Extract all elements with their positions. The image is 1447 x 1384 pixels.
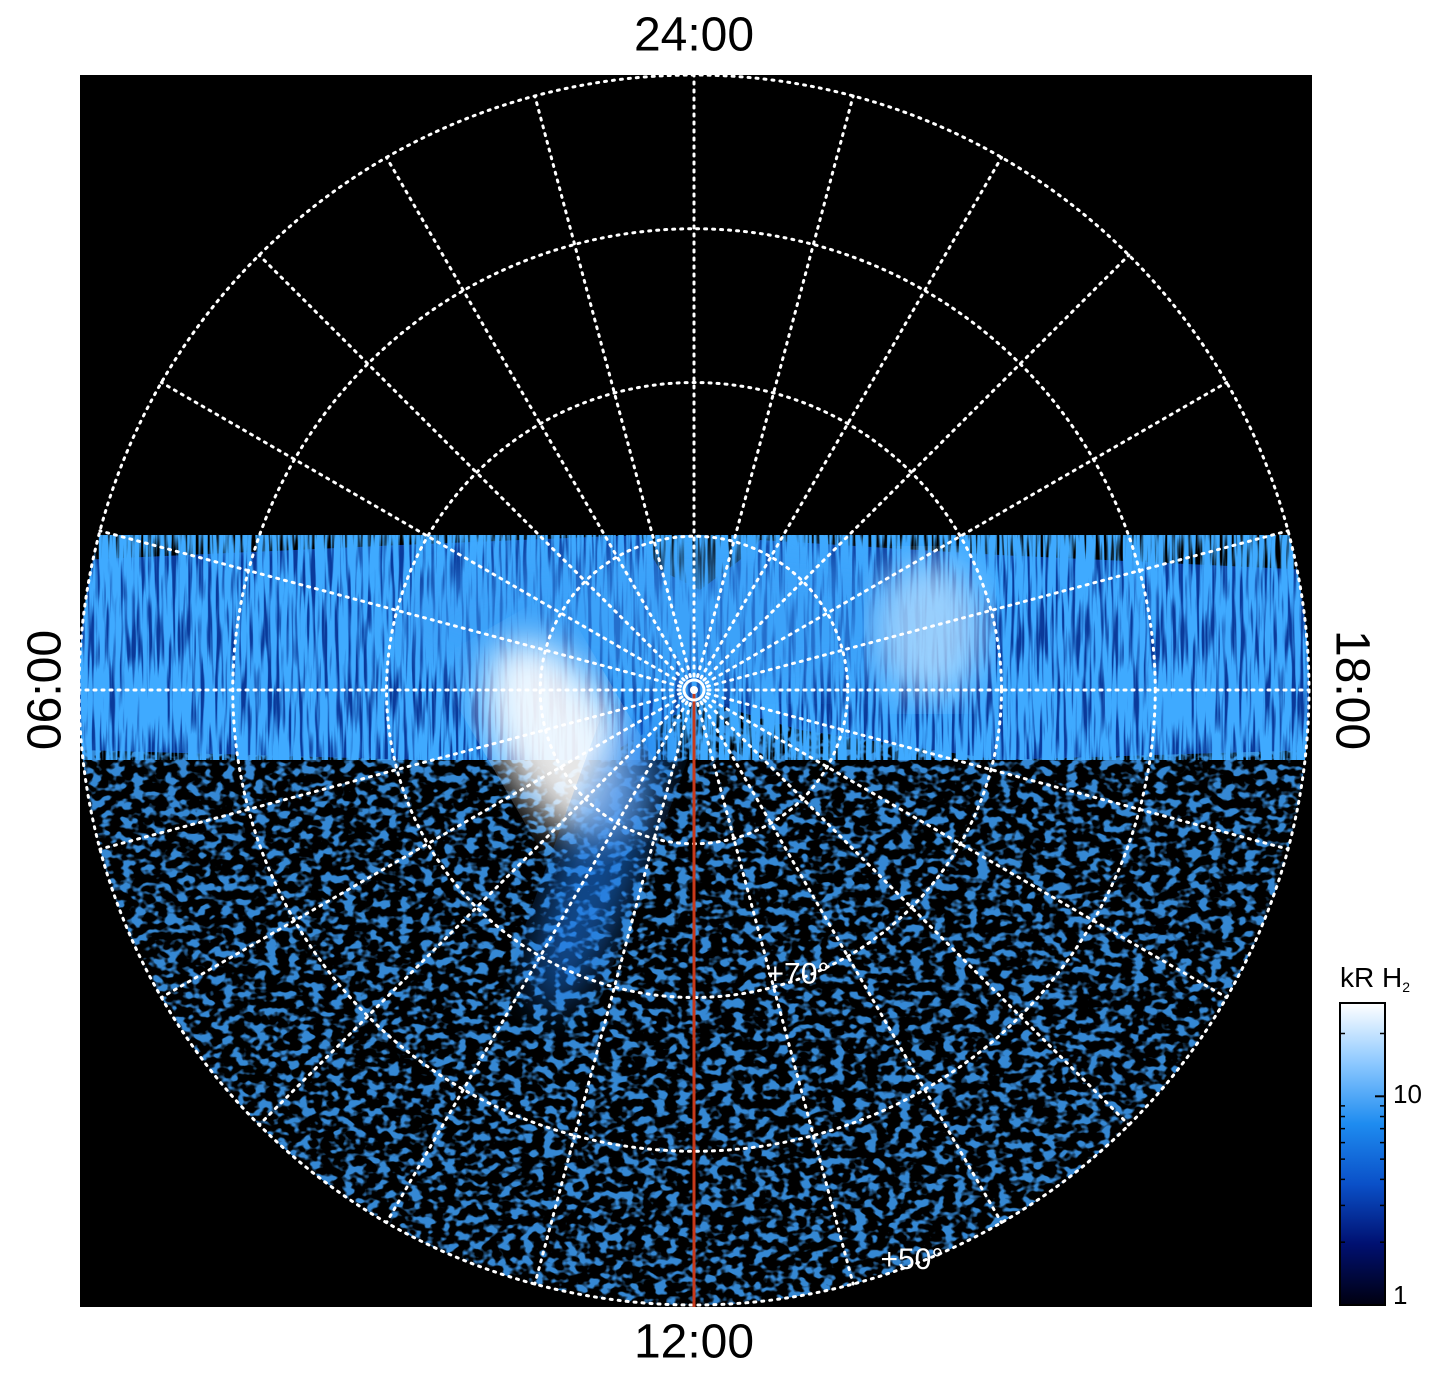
colorbar-label-sub: 2 xyxy=(1402,979,1410,995)
pole-marker xyxy=(682,678,706,702)
colorbar-label-text: kR H xyxy=(1340,962,1402,993)
pole-marker xyxy=(690,686,698,694)
hour-label: 24:00 xyxy=(634,9,754,62)
hour-label: 12:00 xyxy=(634,1316,754,1369)
bright-spot xyxy=(875,560,985,700)
hour-label: 18:00 xyxy=(1325,630,1378,750)
hour-label: 06:00 xyxy=(19,630,72,750)
latitude-label: +50° xyxy=(880,1243,943,1276)
colorbar-tick-label: 10 xyxy=(1393,1079,1422,1109)
colorbar-label: kR H2 xyxy=(1340,962,1410,994)
colorbar-tick-label: 1 xyxy=(1393,1280,1407,1310)
colorbar-gradient xyxy=(1339,1002,1386,1306)
latitude-label: +70° xyxy=(767,958,830,991)
labels: 24:00 06:00 12:00 18:00 +70° +50° xyxy=(19,9,1379,1369)
arc xyxy=(533,709,667,1011)
colorbar: kR H2 1 10 xyxy=(1339,962,1422,1310)
